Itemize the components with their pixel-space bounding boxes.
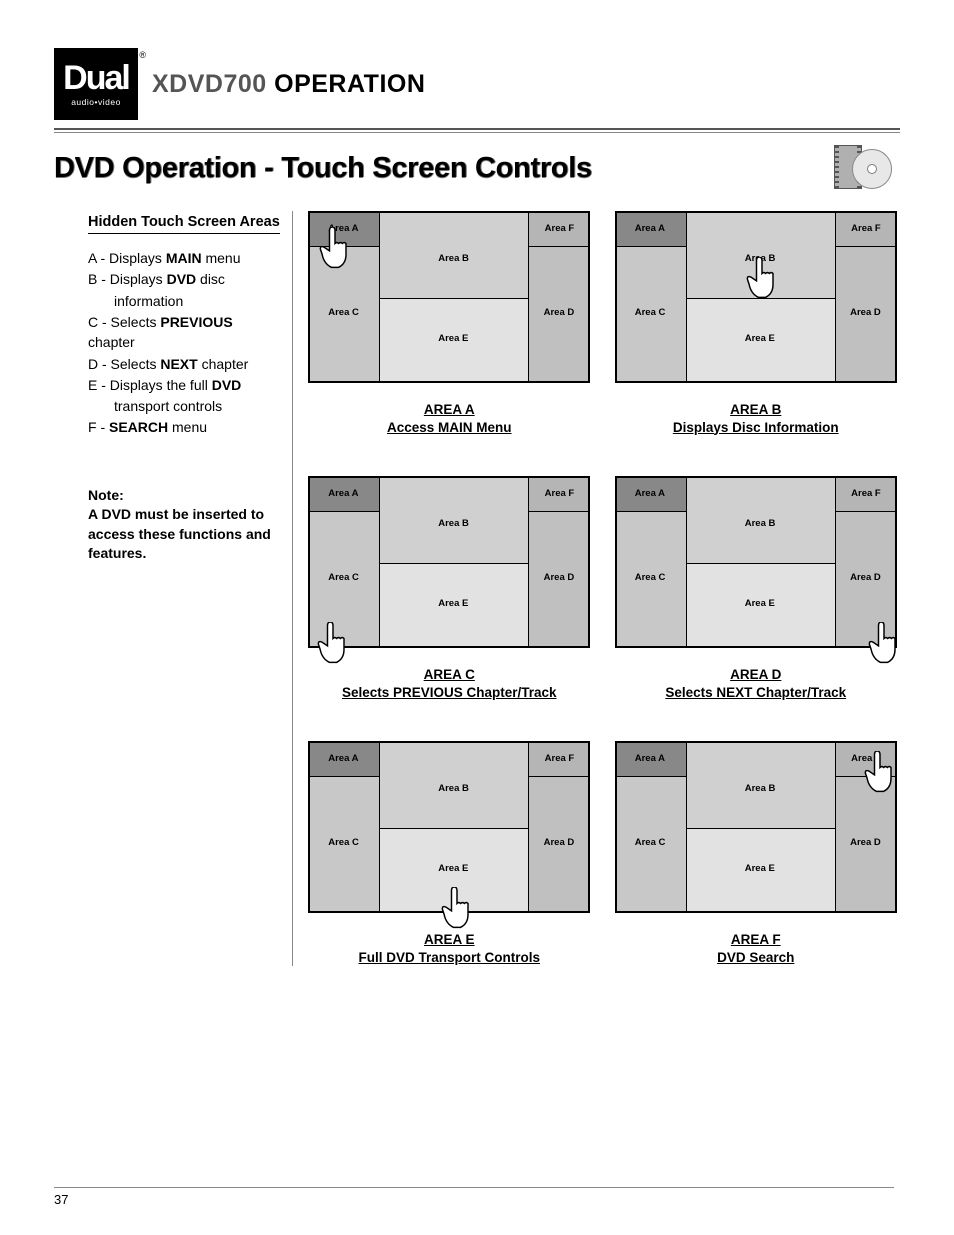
dvd-icon (830, 143, 892, 193)
label-d: Area D (850, 837, 881, 848)
label-c: Area C (328, 837, 359, 848)
diagram-caption: AREA FDVD Search (612, 931, 901, 966)
touch-screen-diagram: Area A Area F Area B Area C Area D Area E (308, 741, 590, 913)
legend-item: C - Selects PREVIOUS chapter (88, 312, 282, 353)
note-text: A DVD must be inserted to access these f… (88, 505, 282, 564)
label-c: Area C (635, 837, 666, 848)
page-title: DVD Operation - Touch Screen Controls (54, 152, 592, 185)
legend-item: B - Displays DVD disc (88, 269, 282, 289)
touch-screen-diagram: Area A Area F Area B Area C Area D Area E (308, 476, 590, 648)
diagram-caption: AREA DSelects NEXT Chapter/Track (612, 666, 901, 701)
divider-thin (54, 132, 900, 133)
label-e: Area E (745, 333, 775, 344)
label-f: Area F (851, 488, 881, 499)
label-f: Area F (545, 488, 575, 499)
diagram-cell: Area A Area F Area B Area C Area D Area E AREA… (305, 476, 594, 701)
diagram-cell: Area A Area F Area B Area C Area D Area E AREA… (305, 211, 594, 436)
label-f: Area F (851, 223, 881, 234)
diagram-caption: AREA CSelects PREVIOUS Chapter/Track (305, 666, 594, 701)
hidden-areas-heading: Hidden Touch Screen Areas (88, 212, 280, 234)
logo-text: Dual (63, 61, 129, 95)
legend-item: E - Displays the full DVD (88, 375, 282, 395)
right-column: Area A Area F Area B Area C Area D Area E AREA… (305, 211, 900, 966)
label-f: Area F (545, 223, 575, 234)
label-b: Area B (438, 253, 469, 264)
diagram-caption: AREA BDisplays Disc Information (612, 401, 901, 436)
header: ® Dual audio•video XDVD700 OPERATION (54, 48, 900, 120)
divider-thick (54, 128, 900, 130)
label-d: Area D (850, 307, 881, 318)
page-number: 37 (54, 1187, 894, 1207)
label-e: Area E (745, 598, 775, 609)
legend-list: A - Displays MAIN menuB - Displays DVD d… (88, 248, 282, 438)
registered-mark: ® (139, 50, 146, 60)
label-a: Area A (635, 753, 665, 764)
label-b: Area B (745, 783, 776, 794)
label-b: Area B (745, 253, 776, 264)
label-d: Area D (544, 837, 575, 848)
legend-item: information (88, 291, 282, 311)
diagram-caption: AREA AAccess MAIN Menu (305, 401, 594, 436)
model-number: XDVD700 (152, 70, 267, 98)
left-column: Hidden Touch Screen Areas A - Displays M… (54, 211, 292, 966)
note-label: Note: (88, 486, 282, 506)
touch-screen-diagram: Area A Area F Area B Area C Area D Area E (615, 211, 897, 383)
content-columns: Hidden Touch Screen Areas A - Displays M… (54, 211, 900, 966)
legend-item: A - Displays MAIN menu (88, 248, 282, 268)
diagram-grid: Area A Area F Area B Area C Area D Area E AREA… (305, 211, 900, 966)
label-c: Area C (635, 307, 666, 318)
model-heading: XDVD700 OPERATION (152, 70, 425, 99)
touch-screen-diagram: Area A Area F Area B Area C Area D Area E (615, 741, 897, 913)
legend-item: F - SEARCH menu (88, 417, 282, 437)
legend-item: transport controls (88, 396, 282, 416)
touch-screen-diagram: Area A Area F Area B Area C Area D Area E (308, 211, 590, 383)
logo-subtext: audio•video (71, 97, 121, 107)
brand-logo: ® Dual audio•video (54, 48, 138, 120)
diagram-cell: Area A Area F Area B Area C Area D Area E AREA… (612, 211, 901, 436)
diagram-cell: Area A Area F Area B Area C Area D Area E AREA… (612, 476, 901, 701)
label-d: Area D (850, 572, 881, 583)
diagram-caption: AREA EFull DVD Transport Controls (305, 931, 594, 966)
title-row: DVD Operation - Touch Screen Controls (54, 143, 900, 193)
label-c: Area C (328, 307, 359, 318)
diagram-cell: Area A Area F Area B Area C Area D Area E AREA… (305, 741, 594, 966)
label-b: Area B (745, 518, 776, 529)
label-a: Area A (635, 223, 665, 234)
label-f: Area F (851, 753, 881, 764)
label-e: Area E (745, 863, 775, 874)
label-e: Area E (438, 333, 468, 344)
label-c: Area C (328, 572, 359, 583)
vertical-rule (292, 211, 293, 966)
note-block: Note: A DVD must be inserted to access t… (88, 486, 282, 564)
label-b: Area B (438, 518, 469, 529)
label-c: Area C (635, 572, 666, 583)
label-e: Area E (438, 863, 468, 874)
diagram-cell: Area A Area F Area B Area C Area D Area E AREA… (612, 741, 901, 966)
label-e: Area E (438, 598, 468, 609)
section-label: OPERATION (274, 70, 425, 98)
label-d: Area D (544, 572, 575, 583)
label-a: Area A (635, 488, 665, 499)
label-a: Area A (328, 223, 358, 234)
legend-item: D - Selects NEXT chapter (88, 354, 282, 374)
label-b: Area B (438, 783, 469, 794)
touch-screen-diagram: Area A Area F Area B Area C Area D Area E (615, 476, 897, 648)
label-a: Area A (328, 753, 358, 764)
label-f: Area F (545, 753, 575, 764)
label-a: Area A (328, 488, 358, 499)
label-d: Area D (544, 307, 575, 318)
